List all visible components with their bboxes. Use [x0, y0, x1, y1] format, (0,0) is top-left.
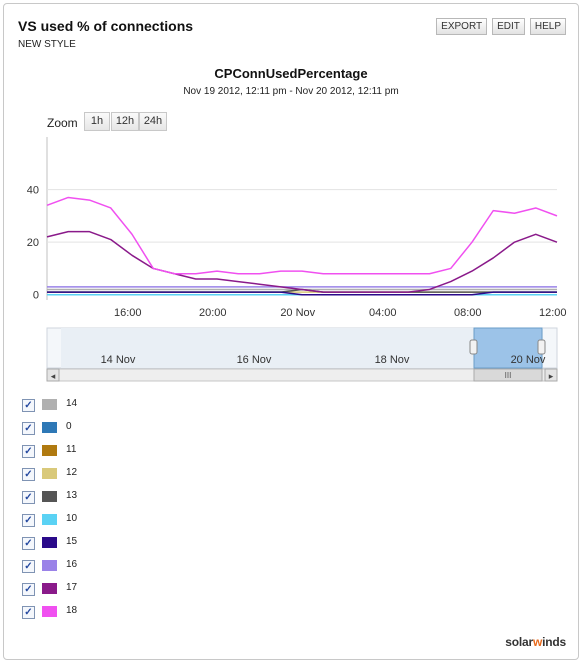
legend-checkbox[interactable]: ✓: [22, 468, 35, 481]
legend-checkbox[interactable]: ✓: [22, 445, 35, 458]
x-tick-label: 12:00: [539, 307, 567, 319]
legend-swatch: [42, 606, 57, 617]
legend-item[interactable]: ✓ 17: [22, 582, 102, 598]
navigator-label: 14 Nov: [101, 354, 136, 366]
legend-swatch: [42, 491, 57, 502]
chart-date-range: Nov 19 2012, 12:11 pm - Nov 20 2012, 12:…: [183, 86, 399, 97]
legend-label: 12: [66, 467, 78, 478]
navigator-right-handle[interactable]: [537, 339, 546, 355]
legend-item[interactable]: ✓ 11: [22, 444, 102, 460]
legend-checkbox[interactable]: ✓: [22, 399, 35, 412]
legend-swatch: [42, 468, 57, 479]
zoom-24h-button[interactable]: 24h: [139, 112, 167, 131]
legend-swatch: [42, 445, 57, 456]
legend-swatch: [42, 514, 57, 525]
legend-label: 16: [66, 559, 78, 570]
legend-label: 13: [66, 490, 78, 501]
scroll-left-button[interactable]: [46, 368, 60, 382]
scrollbar-grip: III: [505, 371, 512, 380]
x-tick-label: 20:00: [199, 307, 227, 319]
legend-label: 11: [66, 444, 77, 455]
series-line: [46, 230, 558, 293]
legend-item[interactable]: ✓ 10: [22, 513, 102, 529]
navigator-label: 18 Nov: [375, 354, 410, 366]
y-tick-label: 40: [27, 185, 39, 197]
legend-swatch: [42, 583, 57, 594]
chart-title: CPConnUsedPercentage: [214, 66, 368, 81]
export-button[interactable]: EXPORT: [436, 18, 488, 35]
solarwinds-logo: solarwinds: [505, 635, 566, 649]
legend-label: 15: [66, 536, 78, 547]
legend-checkbox[interactable]: ✓: [22, 422, 35, 435]
x-tick-label: 08:00: [454, 307, 482, 319]
series-line: [47, 291, 557, 296]
legend-checkbox[interactable]: ✓: [22, 583, 35, 596]
navigator-track: [61, 328, 543, 368]
zoom-1h-button[interactable]: 1h: [84, 112, 110, 131]
scroll-right-button[interactable]: [544, 368, 558, 382]
legend-label: 0: [66, 421, 72, 432]
scroll-right-arrow-icon: ▸: [549, 372, 554, 382]
panel-title: VS used % of connections: [18, 18, 194, 34]
legend-item[interactable]: ✓ 16: [22, 559, 102, 575]
scrollbar-thumb[interactable]: [473, 368, 543, 382]
edit-button[interactable]: EDIT: [492, 18, 525, 35]
legend-item[interactable]: ✓ 14: [22, 398, 102, 414]
legend-checkbox[interactable]: ✓: [22, 560, 35, 573]
x-tick-label: 20 Nov: [280, 307, 315, 319]
legend-swatch: [42, 560, 57, 571]
x-tick-label: 04:00: [369, 307, 397, 319]
legend-item[interactable]: ✓ 0: [22, 421, 102, 437]
navigator-label: 20 Nov: [511, 354, 546, 366]
legend-swatch: [42, 422, 57, 433]
legend-swatch: [42, 537, 57, 548]
legend-checkbox[interactable]: ✓: [22, 491, 35, 504]
legend-label: 17: [66, 582, 78, 593]
legend-label: 14: [66, 398, 78, 409]
legend-label: 18: [66, 605, 78, 616]
legend-label: 10: [66, 513, 78, 524]
zoom-12h-button[interactable]: 12h: [111, 112, 139, 131]
legend-swatch: [42, 399, 57, 410]
x-tick-label: 16:00: [114, 307, 142, 319]
panel-subtitle: NEW STYLE: [18, 39, 76, 50]
legend-item[interactable]: ✓ 13: [22, 490, 102, 506]
help-button[interactable]: HELP: [529, 18, 566, 35]
series-line: [46, 196, 558, 275]
legend-item[interactable]: ✓ 18: [22, 605, 102, 621]
y-tick-label: 0: [33, 290, 39, 302]
zoom-label: Zoom: [47, 116, 78, 130]
scroll-left-arrow-icon: ◂: [51, 372, 56, 382]
y-tick-label: 20: [27, 237, 39, 249]
legend-item[interactable]: ✓ 12: [22, 467, 102, 483]
navigator-label: 16 Nov: [237, 354, 272, 366]
navigator-left-handle[interactable]: [469, 339, 478, 355]
legend-checkbox[interactable]: ✓: [22, 514, 35, 527]
header-buttons: EXPORT EDIT HELP: [436, 18, 566, 35]
legend-item[interactable]: ✓ 15: [22, 536, 102, 552]
legend-checkbox[interactable]: ✓: [22, 606, 35, 619]
legend-checkbox[interactable]: ✓: [22, 537, 35, 550]
